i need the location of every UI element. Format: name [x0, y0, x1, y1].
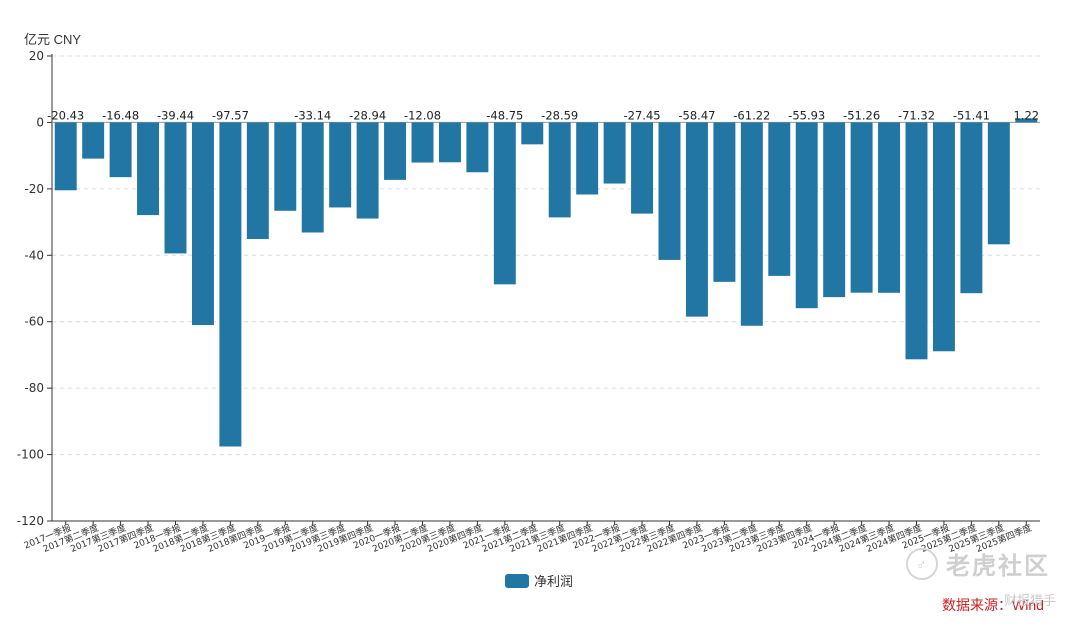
data-label: -71.32: [898, 108, 935, 122]
bar[interactable]: [768, 122, 791, 276]
y-axis-unit-label: 亿元 CNY: [24, 32, 82, 47]
data-label: -48.75: [486, 108, 523, 122]
watermark-text: 老虎社区: [946, 553, 1050, 580]
bar[interactable]: [850, 122, 873, 293]
bar[interactable]: [82, 122, 105, 159]
bar[interactable]: [685, 122, 708, 317]
data-label: -61.22: [733, 108, 770, 122]
bar[interactable]: [301, 122, 324, 233]
y-tick-label: 20: [29, 49, 44, 63]
data-label: -16.48: [102, 108, 139, 122]
legend-label: 净利润: [534, 574, 574, 589]
bar[interactable]: [1015, 118, 1038, 123]
y-tick-label: 0: [36, 115, 44, 129]
bar[interactable]: [631, 122, 654, 214]
bar[interactable]: [411, 122, 434, 163]
y-tick-label: -40: [24, 248, 44, 262]
bar[interactable]: [191, 122, 214, 326]
legend-swatch: [505, 573, 529, 588]
watermark: ♂ 老虎社区: [906, 546, 1050, 581]
bar[interactable]: [274, 122, 297, 211]
watermark-subtext: 财报猎手: [1004, 593, 1057, 608]
bar[interactable]: [137, 122, 160, 216]
bar[interactable]: [878, 122, 901, 293]
y-tick-label: -80: [24, 381, 44, 395]
bar[interactable]: [164, 122, 187, 254]
bar[interactable]: [932, 122, 955, 352]
bar[interactable]: [548, 122, 571, 218]
bar[interactable]: [109, 122, 132, 178]
data-label: 1.22: [1013, 108, 1039, 122]
bar[interactable]: [905, 122, 928, 360]
bar[interactable]: [356, 122, 379, 219]
bar[interactable]: [823, 122, 846, 298]
data-label: -97.57: [212, 108, 249, 122]
data-label: -33.14: [294, 108, 331, 122]
data-label: -55.93: [788, 108, 825, 122]
bar[interactable]: [493, 122, 516, 285]
bar[interactable]: [219, 122, 242, 447]
data-label: -28.59: [541, 108, 578, 122]
bar[interactable]: [960, 122, 983, 294]
data-label: -51.41: [953, 108, 990, 122]
bar[interactable]: [54, 122, 77, 191]
data-label: -39.44: [157, 108, 194, 122]
bar[interactable]: [713, 122, 736, 282]
bar[interactable]: [246, 122, 269, 240]
bar[interactable]: [329, 122, 352, 208]
tiger-logo-icon: ♂: [906, 547, 938, 580]
legend[interactable]: 净利润: [505, 571, 573, 590]
bar[interactable]: [521, 122, 544, 145]
bar[interactable]: [658, 122, 681, 260]
source-note: 数据来源：Wind: [942, 597, 1044, 613]
bar[interactable]: [603, 122, 626, 184]
bar[interactable]: [576, 122, 599, 195]
bar[interactable]: [438, 122, 461, 163]
data-label: -27.45: [624, 108, 661, 122]
bar[interactable]: [795, 122, 818, 309]
bar[interactable]: [466, 122, 489, 173]
data-label: -12.08: [404, 108, 441, 122]
data-label: -58.47: [678, 108, 715, 122]
bar[interactable]: [384, 122, 407, 180]
y-tick-label: -120: [17, 514, 44, 528]
y-tick-label: -20: [24, 182, 44, 196]
y-tick-label: -60: [24, 315, 44, 329]
bar[interactable]: [987, 122, 1010, 245]
data-label: -20.43: [47, 108, 84, 122]
data-label: -28.94: [349, 108, 386, 122]
y-tick-label: -100: [17, 448, 44, 462]
bar[interactable]: [740, 122, 763, 326]
data-label: -51.26: [843, 108, 880, 122]
